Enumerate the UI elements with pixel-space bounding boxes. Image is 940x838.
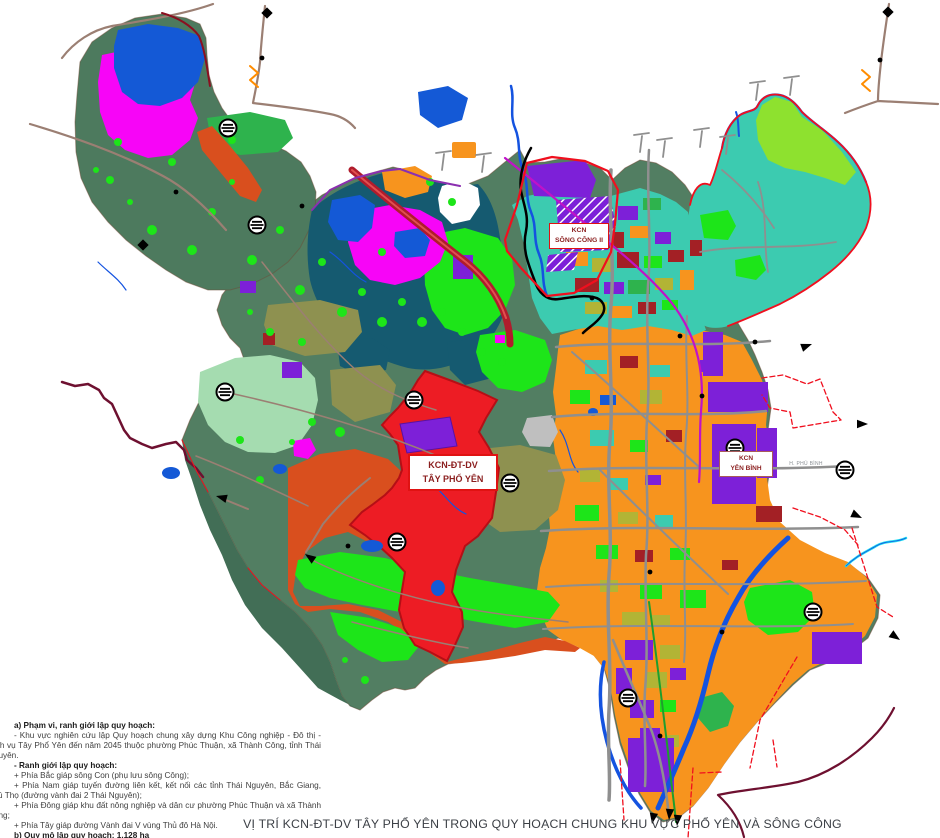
- region-overlays-west: [98, 24, 565, 532]
- map-caption: VỊ TRÍ KCN-ĐT-DV TÂY PHỔ YÊN TRONG QUY H…: [243, 817, 842, 831]
- desc-item-east: + Phía Đông giáp khu đất nông nghiệp và …: [0, 801, 321, 820]
- desc-para-scope: - Khu vực nghiên cứu lập Quy hoạch chung…: [0, 731, 321, 760]
- desc-item-west: + Phía Tây giáp đường Vành đai V vùng Th…: [14, 821, 218, 830]
- label-district-phu-binh: H. PHÚ BÌNH: [789, 461, 823, 467]
- region-northeast-lobe: [685, 94, 871, 328]
- label-line: TÂY PHỔ YÊN: [422, 473, 484, 484]
- label-line: KCN: [571, 227, 587, 234]
- desc-item-south: + Phía Nam giáp tuyến đường liên kết, kế…: [0, 781, 321, 800]
- vegetation-speckles: [93, 136, 506, 684]
- label-kcn-tay-pho-yen: KCN-ĐT-DV TÂY PHỔ YÊN: [408, 454, 498, 491]
- desc-heading-area: b) Quy mô lập quy hoạch: 1.128 ha: [14, 831, 150, 838]
- desc-item-north: + Phía Bắc giáp sông Con (phụ lưu sông C…: [14, 771, 190, 780]
- label-line: KCN: [738, 455, 754, 462]
- label-line: KCN-ĐT-DV: [428, 460, 478, 470]
- label-line: SÔNG CÔNG II: [555, 237, 603, 245]
- junction-dots: [173, 55, 883, 739]
- boundaries: [161, 12, 894, 838]
- desc-heading-boundary: - Ranh giới lập quy hoạch:: [14, 761, 118, 770]
- label-kcn-yen-binh: KCN YÊN BÌNH: [719, 451, 773, 477]
- region-southwest-dark-forest: [182, 440, 360, 710]
- desc-heading-scope: a) Phạm vi, ranh giới lập quy hoạch:: [14, 721, 155, 730]
- roads: [28, 2, 940, 838]
- label-kcn-song-cong-ii: KCN SÔNG CÔNG II: [549, 223, 609, 250]
- connection-zigzags: [249, 65, 871, 92]
- land-parcels: [560, 198, 815, 781]
- red-dashed-boundaries: [619, 374, 894, 838]
- planning-description: a) Phạm vi, ranh giới lập quy hoạch: - K…: [0, 721, 321, 838]
- zone-kcn-tay-pho-yen: [348, 369, 501, 663]
- label-line: YÊN BÌNH: [730, 464, 762, 472]
